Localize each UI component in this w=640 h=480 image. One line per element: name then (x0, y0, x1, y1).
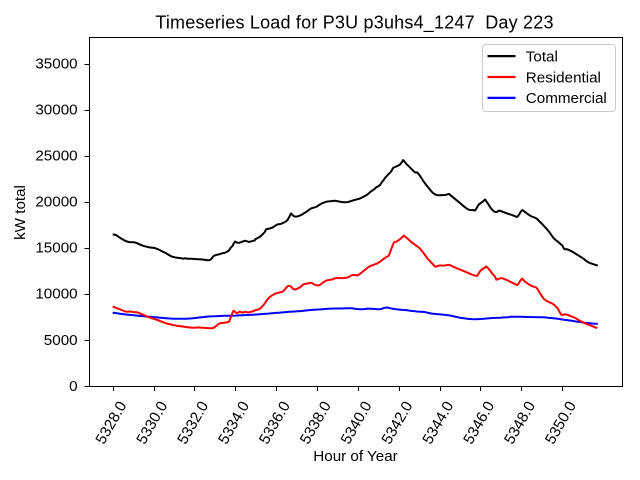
svg-text:35000: 35000 (35, 56, 77, 73)
svg-text:kW total: kW total (12, 185, 29, 240)
svg-text:Timeseries Load for P3U p3uhs4: Timeseries Load for P3U p3uhs4_1247 Day … (155, 13, 553, 34)
svg-text:10000: 10000 (35, 286, 77, 303)
svg-text:Hour of Year: Hour of Year (313, 448, 397, 465)
svg-text:Commercial: Commercial (526, 90, 607, 107)
svg-text:30000: 30000 (35, 102, 77, 119)
svg-text:Total: Total (526, 48, 558, 65)
svg-text:5000: 5000 (44, 332, 78, 349)
svg-text:Residential: Residential (526, 69, 601, 86)
svg-text:20000: 20000 (35, 194, 77, 211)
svg-text:25000: 25000 (35, 148, 77, 165)
svg-text:0: 0 (69, 378, 77, 395)
svg-text:15000: 15000 (35, 240, 77, 257)
